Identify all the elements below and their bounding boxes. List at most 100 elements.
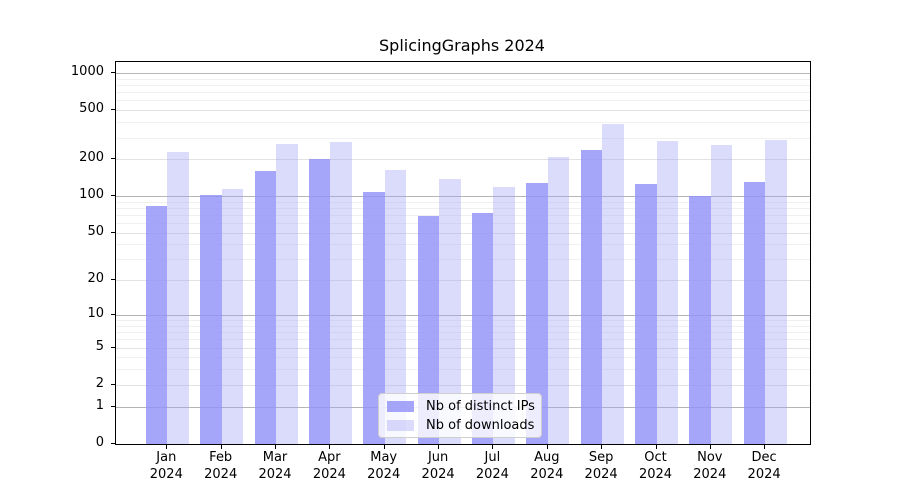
- y-tick-200: [111, 158, 115, 160]
- x-axis-label-year: 2024: [258, 466, 292, 482]
- gridline-minor-30: [116, 259, 810, 261]
- y-axis-label-2: 2: [95, 375, 104, 391]
- gridline-minor-40: [116, 244, 810, 246]
- y-axis-label-0: 0: [95, 434, 104, 450]
- y-tick-20: [111, 279, 115, 281]
- bar-downloads-sep: [602, 123, 624, 444]
- x-axis-label-month: Nov: [697, 450, 723, 465]
- x-axis-label-year: 2024: [367, 466, 401, 482]
- gridline-minor-90: [116, 201, 810, 203]
- bar-distinct-ips-sep: [580, 150, 603, 444]
- x-tick-nov: [709, 445, 711, 449]
- bar-distinct-ips-mar: [254, 171, 276, 444]
- y-tick-10: [111, 314, 115, 315]
- x-axis-label-month: Jan: [156, 450, 177, 465]
- chart-title: SplicingGraphs 2024: [379, 36, 545, 55]
- gridline-minor-3: [116, 369, 810, 371]
- x-axis-label-year: 2024: [584, 466, 618, 482]
- x-tick-sep: [601, 445, 603, 449]
- legend: Nb of distinct IPs Nb of downloads: [378, 393, 542, 438]
- x-axis-label-may: May 2024: [352, 450, 416, 483]
- x-tick-feb: [220, 445, 222, 449]
- y-axis-label-10: 10: [87, 306, 104, 321]
- legend-swatch-distinct-ips: [387, 400, 414, 412]
- x-axis-label-jan: Jan 2024: [134, 450, 198, 483]
- gridline-minor-600: [116, 100, 810, 102]
- x-tick-jan: [166, 445, 168, 449]
- y-tick-5: [111, 346, 115, 348]
- bar-distinct-ips-apr: [308, 159, 331, 444]
- bar-downloads-jun: [439, 178, 461, 444]
- y-axis-label-1: 1: [95, 397, 104, 413]
- gridline-5: [116, 347, 810, 349]
- gridline-2: [116, 384, 810, 386]
- bar-distinct-ips-jul: [471, 213, 494, 444]
- x-axis-label-month: May: [370, 450, 398, 465]
- bar-distinct-ips-feb: [200, 195, 222, 444]
- gridline-minor-4: [116, 357, 810, 359]
- bar-downloads-jul: [493, 187, 515, 444]
- gridline-minor-80: [116, 207, 810, 209]
- x-tick-mar: [275, 445, 276, 449]
- bar-distinct-ips-aug: [526, 182, 548, 444]
- y-tick-1000: [111, 72, 115, 73]
- x-axis-label-year: 2024: [421, 466, 455, 482]
- legend-swatch-downloads: [387, 419, 414, 431]
- gridline-minor-6: [116, 339, 810, 341]
- legend-label-distinct-ips: Nb of distinct IPs: [426, 398, 535, 414]
- bar-downloads-apr: [330, 141, 352, 444]
- x-axis-label-oct: Oct 2024: [624, 450, 688, 483]
- x-axis-label-nov: Nov 2024: [678, 450, 742, 483]
- plot-area: [115, 61, 811, 445]
- x-tick-may: [383, 445, 385, 449]
- x-tick-aug: [546, 445, 548, 449]
- x-axis-label-jul: Jul 2024: [460, 450, 524, 483]
- y-axis-label-20: 20: [87, 271, 104, 287]
- x-axis-label-year: 2024: [312, 466, 346, 482]
- x-axis-label-year: 2024: [638, 466, 673, 482]
- gridline-100: [116, 196, 810, 198]
- y-tick-0: [111, 442, 115, 444]
- legend-label-downloads: Nb of downloads: [426, 417, 535, 433]
- bar-distinct-ips-jun: [417, 216, 440, 444]
- legend-row-distinct-ips: Nb of distinct IPs: [387, 399, 541, 414]
- x-tick-jul: [492, 445, 494, 449]
- x-axis-label-month: Apr: [318, 450, 341, 465]
- gridline-20: [116, 280, 810, 282]
- x-axis-label-month: Mar: [262, 450, 288, 465]
- x-axis-label-year: 2024: [530, 466, 564, 482]
- gridline-minor-800: [116, 85, 810, 86]
- bar-downloads-jan: [167, 152, 189, 444]
- gridline-1000: [116, 73, 810, 74]
- x-axis-label-month: Sep: [588, 450, 614, 465]
- x-axis-label-year: 2024: [149, 466, 183, 482]
- y-tick-1: [111, 405, 115, 407]
- y-axis-label-100: 100: [79, 187, 104, 203]
- gridline-minor-700: [116, 92, 810, 94]
- y-tick-50: [111, 231, 115, 233]
- x-axis-label-year: 2024: [204, 466, 238, 482]
- x-axis-label-month: Aug: [534, 450, 560, 465]
- x-axis-label-year: 2024: [747, 466, 781, 482]
- gridline-10: [116, 315, 810, 316]
- x-axis-label-month: Dec: [751, 450, 777, 465]
- x-tick-apr: [329, 445, 331, 449]
- gridline-50: [116, 232, 810, 234]
- gridline-minor-400: [116, 122, 810, 124]
- bar-downloads-feb: [221, 188, 244, 444]
- x-axis-label-sep: Sep 2024: [569, 450, 633, 483]
- bar-downloads-aug: [547, 156, 570, 444]
- x-axis-label-mar: Mar 2024: [243, 450, 307, 483]
- bar-distinct-ips-oct: [635, 183, 657, 444]
- x-axis-label-feb: Feb 2024: [189, 450, 253, 483]
- bar-downloads-nov: [710, 144, 733, 444]
- x-axis-label-month: Jul: [484, 450, 501, 465]
- legend-row-downloads: Nb of downloads: [387, 418, 541, 433]
- x-axis-label-year: 2024: [475, 466, 509, 482]
- x-axis-label-dec: Dec 2024: [732, 450, 796, 483]
- y-axis-label-500: 500: [79, 101, 104, 117]
- x-tick-jun: [438, 445, 440, 449]
- y-axis-label-5: 5: [95, 338, 104, 354]
- x-axis-label-year: 2024: [693, 466, 727, 482]
